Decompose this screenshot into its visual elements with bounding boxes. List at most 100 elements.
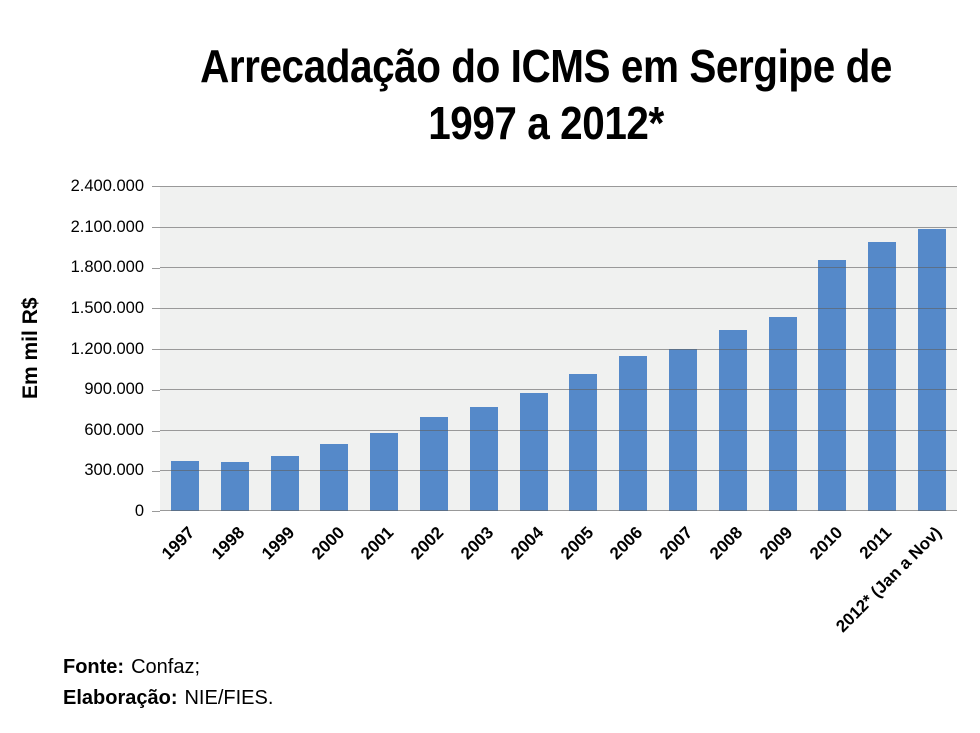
bar-2011 [868, 241, 897, 511]
footer-source-line: Fonte: Confaz; [63, 652, 273, 683]
x-tick-label-2002: 2002 [407, 523, 448, 564]
bar-2008 [718, 330, 747, 511]
y-tick-label-300.000: 300.000 [84, 461, 144, 480]
y-tick-mark-0 [152, 511, 160, 512]
source-value: Confaz; [131, 656, 201, 678]
bar-2009 [768, 317, 797, 511]
x-tick-label-2008: 2008 [706, 523, 747, 564]
bar-1998 [220, 461, 249, 511]
x-tick-label-2009: 2009 [755, 523, 797, 564]
footer-elaboration-line: Elaboração: NIE/FIES. [63, 683, 273, 714]
x-tick-label-2005: 2005 [556, 523, 597, 564]
bar-slot-1999 [260, 186, 310, 511]
chart-title-line2: 1997 a 2012* [428, 97, 664, 149]
bar-slot-2000 [309, 186, 359, 511]
gridline-300.000 [160, 470, 957, 472]
y-tick-mark-1.800.000 [152, 267, 160, 269]
bar-slot-2001 [359, 186, 409, 511]
bar-slot-1998 [210, 186, 260, 511]
gridline-1.800.000 [160, 267, 957, 269]
x-tick-label-2001: 2001 [357, 523, 398, 564]
x-slot-2004: 2004 [506, 511, 559, 661]
bar-slot-2008 [708, 186, 758, 511]
bar-2000 [320, 443, 349, 511]
chart-title: Arrecadação do ICMS em Sergipe de 1997 a… [162, 38, 929, 152]
elaboration-label: Elaboração: [63, 687, 178, 709]
x-slot-2002: 2002 [407, 511, 459, 661]
y-tick-mark-2.100.000 [152, 226, 160, 228]
y-tick-mark-600.000 [152, 430, 160, 432]
x-slot-1997: 1997 [158, 511, 210, 661]
bar-2001 [370, 433, 399, 511]
bar-2004 [519, 392, 548, 511]
bar-slot-2010 [808, 186, 858, 511]
x-tick-label-2007: 2007 [656, 523, 697, 564]
bar-2012* (Jan a Nov) [918, 229, 947, 511]
x-slot-2000: 2000 [307, 511, 359, 661]
bar-slot-2006 [608, 186, 658, 511]
bar-2010 [818, 260, 847, 511]
bar-2003 [469, 406, 498, 511]
bar-2002 [419, 416, 448, 511]
x-slot-2003: 2003 [457, 511, 509, 661]
y-tick-label-0: 0 [134, 502, 144, 520]
x-slot-2010: 2010 [805, 511, 858, 661]
x-slot-2007: 2007 [656, 511, 708, 661]
x-tick-label-2004: 2004 [506, 523, 548, 564]
bar-slot-2011 [857, 186, 907, 511]
x-slot-1998: 1998 [207, 511, 260, 661]
bar-1997 [170, 460, 199, 511]
x-tick-label-2011: 2011 [856, 523, 896, 563]
footer: Fonte: Confaz; Elaboração: NIE/FIES. [63, 652, 273, 714]
x-tick-label-2010: 2010 [805, 523, 846, 564]
x-slot-2009: 2009 [755, 511, 808, 661]
y-tick-label-2.400.000: 2.400.000 [70, 177, 144, 195]
bar-1999 [270, 456, 299, 511]
y-axis-tick-labels: 0 300.000 600.000 900.000 1.200.000 1.500.000… [0, 177, 144, 520]
x-slot-2006: 2006 [606, 511, 658, 661]
bar-2005 [569, 373, 598, 511]
gridline-2.100.000 [160, 226, 957, 228]
bar-slot-2012* (Jan a Nov) [907, 186, 957, 511]
bar-2006 [619, 355, 648, 511]
elaboration-value: NIE/FIES. [184, 687, 274, 709]
y-tick-mark-1.500.000 [152, 308, 160, 310]
bar-series [160, 186, 957, 511]
y-tick-label-900.000: 900.000 [84, 380, 144, 399]
y-tick-label-1.200.000: 1.200.000 [70, 339, 144, 358]
gridline-1.200.000 [160, 348, 957, 350]
x-slot-2005: 2005 [556, 511, 609, 661]
gridline-0 [160, 510, 957, 511]
x-tick-label-2006: 2006 [606, 523, 647, 564]
bar-slot-2003 [459, 186, 509, 511]
bar-slot-1997 [160, 186, 210, 511]
x-slot-2012* (Jan a Nov): 2012* (Jan a Nov) [833, 511, 957, 661]
x-tick-label-2003: 2003 [457, 523, 498, 564]
gridline-900.000 [160, 389, 957, 391]
gridline-600.000 [160, 429, 957, 431]
x-slot-1999: 1999 [257, 511, 310, 661]
y-tick-label-2.100.000: 2.100.000 [70, 217, 144, 236]
y-tick-mark-1.200.000 [152, 349, 160, 350]
x-tick-label-1998: 1998 [207, 523, 249, 564]
bar-slot-2004 [509, 186, 559, 511]
x-tick-label-1999: 1999 [257, 523, 298, 564]
bar-slot-2002 [409, 186, 459, 511]
x-slot-2008: 2008 [706, 511, 758, 661]
y-tick-mark-2.400.000 [152, 186, 160, 187]
plot-area [160, 186, 957, 511]
y-tick-mark-900.000 [152, 389, 160, 391]
x-slot-2001: 2001 [357, 511, 409, 661]
y-tick-label-1.800.000: 1.800.000 [70, 258, 144, 277]
x-tick-label-1997: 1997 [158, 523, 199, 564]
y-tick-mark-300.000 [152, 471, 160, 473]
x-tick-label-2000: 2000 [307, 523, 348, 564]
y-tick-label-600.000: 600.000 [84, 420, 144, 439]
source-label: Fonte: [63, 656, 125, 678]
gridline-2.400.000 [160, 186, 957, 187]
x-axis-labels: 1997 1998 1999 2000 2001 2002 2003 2004 2005 2006… [158, 511, 957, 661]
bar-slot-2005 [559, 186, 609, 511]
y-tick-label-1.500.000: 1.500.000 [70, 298, 144, 317]
y-axis-tick-marks [152, 186, 160, 512]
